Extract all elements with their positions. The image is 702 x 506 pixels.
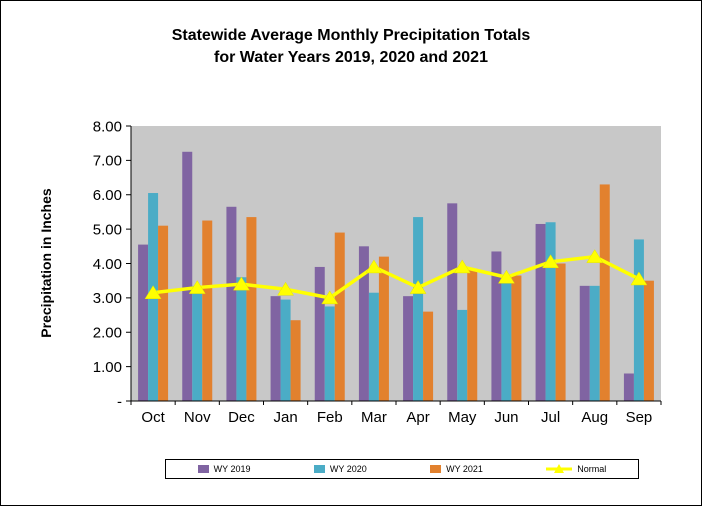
legend-item-wy-2021: WY 2021 [430,464,483,474]
bar-wy-2019 [579,285,590,401]
y-tick-label: 1.00 [93,359,122,376]
normal-marker [365,259,383,274]
legend-label: WY 2020 [329,464,367,474]
bar-wy-2020 [457,309,468,401]
bar-wy-2019 [270,296,281,401]
y-tick-label: 6.00 [93,187,122,204]
legend-label: WY 2021 [446,464,483,474]
bar-wy-2021 [555,263,566,401]
bar-wy-2021 [290,320,301,401]
x-tick-label: Apr [406,409,429,426]
normal-marker [277,281,295,296]
normal-marker [188,280,206,294]
bar-wy-2020 [545,222,556,401]
legend-label: WY 2019 [213,464,251,474]
bar-wy-2020 [633,239,644,401]
bar-wy-2020 [236,277,247,401]
legend-item-wy-2020: WY 2020 [313,464,367,474]
bar-wy-2019 [138,244,149,401]
bar-wy-2020 [280,299,291,401]
bar-wy-2019 [491,251,502,401]
normal-marker [144,285,162,299]
normal-marker [630,271,648,286]
legend-swatch [313,465,325,473]
bar-wy-2021 [643,280,654,401]
bar-wy-2020 [413,217,424,401]
normal-marker [497,269,515,284]
y-tick-label: 2.00 [93,325,122,342]
bar-wy-2019 [182,151,193,401]
y-tick-label: 7.00 [93,153,122,170]
bar-wy-2019 [358,246,369,401]
bar-wy-2021 [599,184,610,401]
bar-wy-2019 [535,223,546,401]
bar-wy-2021 [158,225,169,401]
x-tick-label: Aug [581,409,608,426]
x-tick-label: Mar [361,409,387,426]
bar-wy-2021 [202,220,213,401]
x-tick-label: Jan [273,409,297,426]
y-tick-label: - [117,393,122,410]
bar-wy-2020 [324,306,335,401]
bar-wy-2020 [368,292,379,401]
legend-item-wy-2019: WY 2019 [197,464,251,474]
normal-line [152,254,640,300]
normal-marker [321,290,339,305]
chart-legend: WY 2019 WY 2020 WY 2021 Normal [165,459,639,479]
y-tick-label: 4.00 [93,256,122,273]
bar-wy-2021 [246,217,257,401]
plot-area [131,126,661,401]
bar-wy-2021 [334,232,345,401]
normal-marker [542,254,560,269]
legend-label: Normal [577,464,607,474]
x-tick-label: Jul [541,409,560,426]
bar-wy-2019 [623,373,634,401]
bar-wy-2021 [378,256,389,401]
bar-wy-2019 [314,266,325,401]
x-tick-label: Oct [141,409,165,426]
normal-marker [453,259,471,274]
bar-wy-2021 [511,275,522,401]
chart-title: Statewide Average Monthly Precipitation … [171,27,531,67]
bar-wy-2020 [192,285,203,401]
bar-wy-2020 [589,285,600,401]
bar-wy-2021 [423,311,434,401]
x-tick-label: May [448,409,477,426]
legend-line-swatch [546,464,573,473]
bar-wy-2019 [447,203,458,401]
legend-swatch [197,465,209,473]
bar-wy-2020 [501,280,512,401]
x-tick-label: Feb [317,409,343,426]
normal-marker [232,276,250,291]
normal-marker [586,249,604,263]
y-tick-label: 5.00 [93,221,122,238]
x-tick-label: Nov [184,409,211,426]
x-tick-label: Sep [626,409,653,426]
bar-wy-2021 [467,268,478,401]
x-tick-label: Jun [494,409,518,426]
bar-wy-2019 [403,296,414,401]
normal-marker [409,280,427,294]
x-tick-label: Dec [228,409,255,426]
y-tick-label: 8.00 [93,118,122,135]
legend-swatch [430,465,442,473]
bar-wy-2019 [226,206,237,401]
legend-item-normal: Normal [546,463,606,475]
y-tick-label: 3.00 [93,290,122,307]
